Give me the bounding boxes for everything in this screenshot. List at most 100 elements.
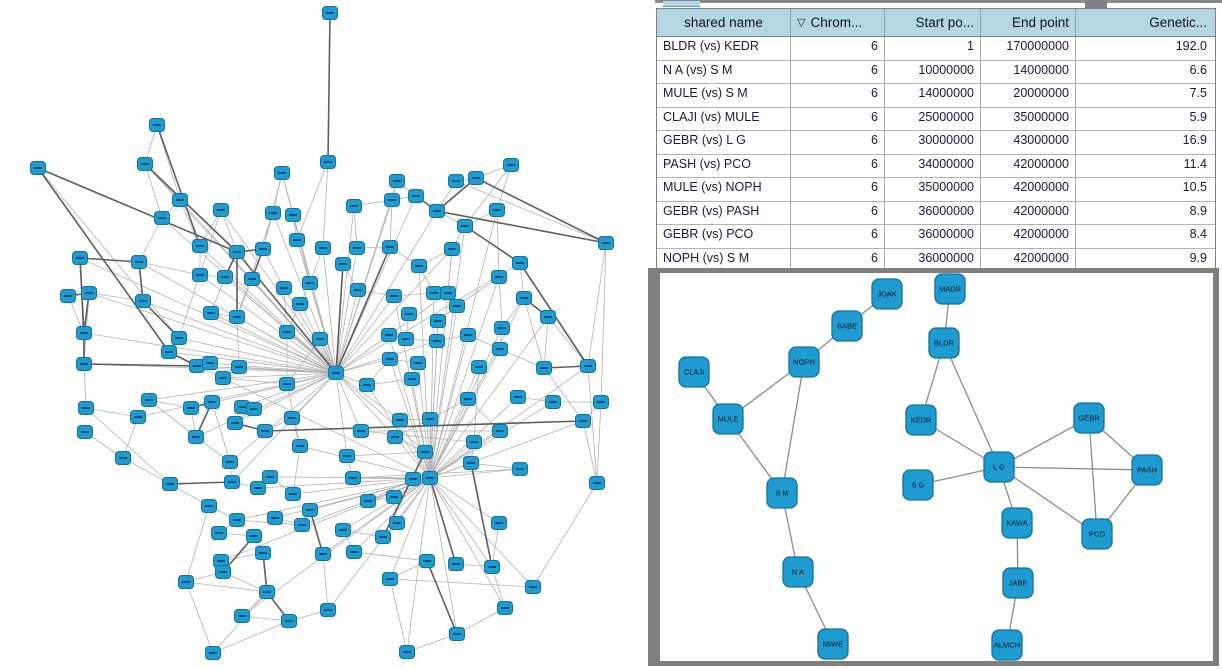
network-node[interactable] [77,425,93,439]
network-node[interactable] [281,614,297,628]
network-node[interactable] [312,332,328,346]
network-node[interactable] [81,286,97,300]
network-node-kawa[interactable]: KAWA [1001,507,1033,539]
network-node[interactable] [244,272,260,286]
network-node[interactable] [449,627,465,641]
network-node[interactable] [201,499,217,513]
network-node[interactable] [346,199,362,213]
network-node[interactable] [274,166,290,180]
network-node[interactable] [328,366,344,380]
network-node[interactable] [246,402,262,416]
main-network-canvas[interactable] [0,0,655,669]
network-node[interactable] [346,545,362,559]
network-node[interactable] [130,410,146,424]
network-node[interactable] [131,255,147,269]
network-node[interactable] [491,270,507,284]
network-node[interactable] [401,307,417,321]
network-node[interactable] [315,241,331,255]
table-row[interactable]: NOPH (vs) S M 6 36000000 42000000 9.9 [657,248,1215,271]
network-node[interactable] [460,328,476,342]
network-node[interactable] [389,174,405,188]
network-node[interactable] [399,645,415,659]
network-node[interactable] [512,256,528,270]
network-node[interactable] [497,601,513,615]
network-node[interactable] [449,299,465,313]
network-node[interactable] [492,342,508,356]
network-node[interactable] [575,414,591,428]
network-node[interactable] [284,411,300,425]
network-node[interactable] [353,424,369,438]
network-node[interactable] [229,513,245,527]
network-node-sm[interactable]: S M [766,477,798,509]
network-node[interactable] [359,378,375,392]
network-node[interactable] [255,242,271,256]
network-node[interactable] [217,270,233,284]
network-node[interactable] [389,516,405,530]
network-node[interactable] [292,297,308,311]
network-node[interactable] [494,321,510,335]
network-node-lg[interactable]: L G [983,451,1015,483]
network-node-pco[interactable]: PCO [1081,518,1113,550]
network-node[interactable] [417,445,433,459]
network-node[interactable] [137,157,153,171]
network-node[interactable] [76,326,92,340]
table-row[interactable]: GEBR (vs) PCO 6 36000000 42000000 8.4 [657,225,1215,249]
network-node[interactable] [229,245,245,259]
network-node-sg[interactable]: S G [902,469,934,501]
network-node-claji[interactable]: CLAJI [678,356,710,388]
network-node[interactable] [540,310,556,324]
network-node[interactable] [302,276,318,290]
network-node[interactable] [387,430,403,444]
network-node[interactable] [178,575,194,589]
network-node-sabe[interactable]: SABE [831,310,863,342]
network-node[interactable] [285,487,301,501]
table-row[interactable]: N A (vs) S M 6 10000000 14000000 6.6 [657,60,1215,84]
network-node[interactable] [203,306,219,320]
network-node[interactable] [231,360,247,374]
network-node[interactable] [491,516,507,530]
network-node[interactable] [466,435,482,449]
network-node[interactable] [262,470,278,484]
network-node-miwe[interactable]: MIWE [817,628,849,660]
column-header-startpo[interactable]: Start po... [885,9,981,36]
network-node[interactable] [224,475,240,489]
network-node[interactable] [382,572,398,586]
network-node[interactable] [411,259,427,273]
network-node[interactable] [213,554,229,568]
network-node[interactable] [171,331,187,345]
network-node[interactable] [471,360,487,374]
network-node-pash[interactable]: PASH [1131,454,1163,486]
network-node[interactable] [149,118,165,132]
network-node[interactable] [384,193,400,207]
network-node[interactable] [229,310,245,324]
network-node[interactable] [386,490,402,504]
network-node-joak[interactable]: JOAK [871,278,903,310]
network-node[interactable] [265,206,281,220]
network-node[interactable] [76,357,92,371]
network-node[interactable] [204,395,220,409]
network-node[interactable] [234,609,250,623]
network-node[interactable] [192,239,208,253]
network-node-kedr[interactable]: KEDR [905,404,937,436]
table-row[interactable]: MULE (vs) S M 6 14000000 20000000 7.5 [657,84,1215,108]
network-node[interactable] [257,424,273,438]
network-node[interactable] [211,526,227,540]
network-node[interactable] [382,240,398,254]
network-node[interactable] [422,471,438,485]
network-node[interactable] [213,203,229,217]
network-node[interactable] [512,462,528,476]
filter-icon[interactable]: ▽ [797,17,806,29]
network-node-gebr[interactable]: GEBR [1073,402,1105,434]
column-header-genetic[interactable]: Genetic... [1076,9,1213,36]
network-node[interactable] [405,472,421,486]
network-node[interactable] [267,511,283,525]
network-node[interactable] [580,359,596,373]
network-node[interactable] [60,289,76,303]
column-header-sharedname[interactable]: shared name [657,9,791,36]
network-node[interactable] [320,155,336,169]
network-node[interactable] [516,291,532,305]
network-node[interactable] [192,268,208,282]
network-node[interactable] [382,352,398,366]
network-node[interactable] [457,219,473,233]
network-node[interactable] [440,286,456,300]
